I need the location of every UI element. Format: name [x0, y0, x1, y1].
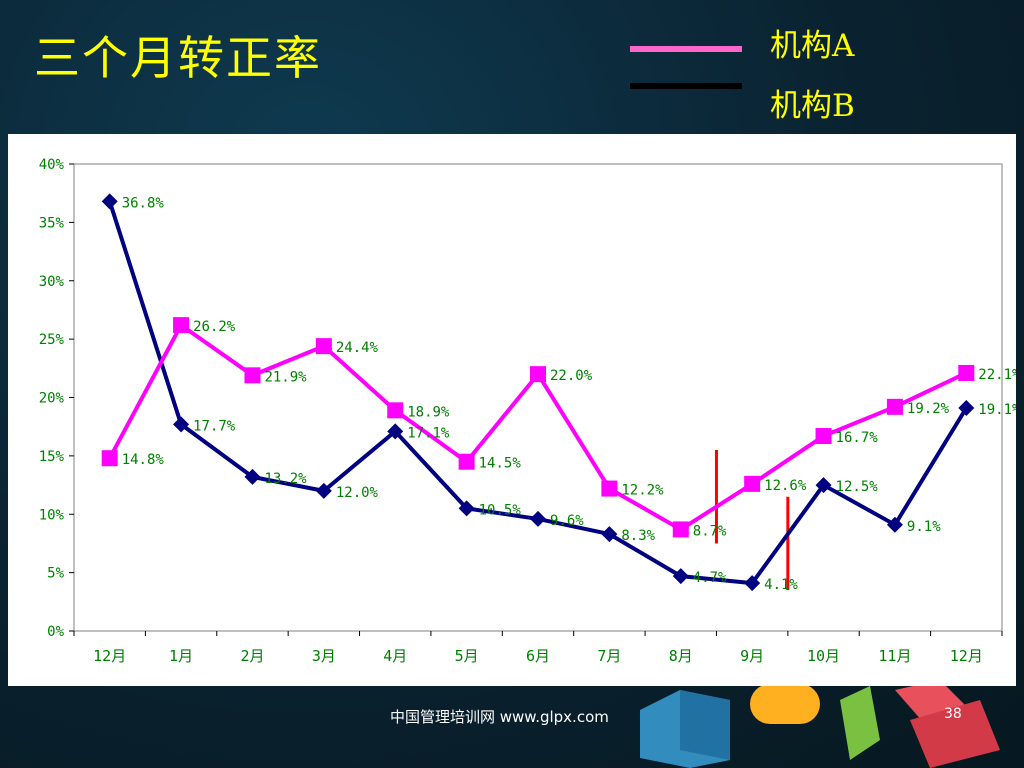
legend-swatch-b [630, 83, 742, 89]
data-label: 9.1% [907, 519, 941, 535]
y-tick-label: 0% [47, 624, 64, 640]
data-point [315, 482, 332, 499]
legend-label-b: 机构B [770, 88, 855, 124]
data-point [315, 338, 332, 355]
data-point [601, 480, 618, 497]
x-tick-label: 4月 [383, 647, 407, 665]
data-point [958, 400, 975, 417]
data-label: 19.1% [978, 402, 1016, 418]
y-tick-label: 40% [39, 157, 65, 173]
y-tick-label: 10% [39, 507, 65, 523]
data-label: 4.7% [693, 570, 727, 586]
y-tick-label: 20% [39, 391, 65, 407]
data-point [458, 453, 475, 470]
x-tick-label: 6月 [526, 647, 550, 665]
data-point [387, 402, 404, 419]
data-point [672, 521, 689, 538]
data-label: 22.0% [550, 368, 593, 384]
data-label: 14.5% [479, 456, 522, 472]
y-tick-label: 5% [47, 566, 64, 582]
y-tick-label: 30% [39, 274, 65, 290]
legend-label-a: 机构A [770, 28, 855, 64]
x-tick-label: 2月 [240, 647, 264, 665]
data-label: 8.7% [693, 523, 727, 539]
data-point [530, 510, 546, 527]
data-label: 4.1% [764, 577, 798, 593]
data-point [601, 526, 618, 543]
legend-swatch-a [630, 46, 742, 52]
x-tick-label: 7月 [597, 647, 621, 665]
x-tick-label: 9月 [740, 647, 764, 665]
data-point [744, 475, 761, 492]
data-label: 12.0% [336, 485, 379, 501]
chart-panel: 0% 5% 10% 15% 20% 25% 30% 35% 40% 12月 1月 2月 3月 4月 5月 6月… [8, 134, 1021, 686]
data-label: 10.5% [479, 502, 522, 518]
y-tick-label: 35% [39, 215, 65, 231]
data-point [244, 468, 261, 485]
data-point [387, 423, 404, 440]
x-tick-label: 10月 [807, 647, 840, 665]
data-label: 8.3% [621, 528, 655, 544]
data-label: 13.2% [264, 471, 307, 487]
data-label: 21.9% [264, 369, 307, 385]
data-label: 36.8% [122, 195, 165, 211]
data-point [815, 428, 832, 445]
x-tick-label: 3月 [312, 647, 336, 665]
data-point [244, 367, 261, 384]
data-label: 12.6% [764, 478, 807, 494]
y-tick-label: 15% [39, 449, 65, 465]
line-chart: 0% 5% 10% 15% 20% 25% 30% 35% 40% 12月 1月 2月 3月 4月 5月 6月… [39, 157, 1021, 665]
data-label: 12.2% [621, 483, 664, 499]
data-label: 26.2% [193, 319, 236, 335]
footer-text: 中国管理培训网 www.glpx.com [390, 708, 609, 726]
data-label: 9.6% [550, 513, 584, 529]
plot-frame [73, 163, 1003, 632]
data-point [101, 450, 118, 467]
data-point [744, 575, 761, 592]
data-label: 24.4% [336, 340, 379, 356]
page-number: 38 [944, 706, 962, 722]
data-label: 17.1% [407, 425, 450, 441]
x-tick-label: 11月 [878, 647, 911, 665]
series-line-机构A [107, 323, 968, 532]
data-point [886, 516, 903, 533]
x-tick-label: 5月 [455, 647, 479, 665]
data-label: 22.1% [978, 367, 1016, 383]
data-point [886, 398, 903, 415]
data-label: 17.7% [193, 418, 236, 434]
data-point [458, 500, 475, 517]
y-tick-label: 25% [39, 332, 65, 348]
data-point [530, 366, 546, 383]
data-label: 14.8% [122, 452, 165, 468]
x-tick-label: 1月 [169, 647, 193, 665]
x-tick-label: 12月 [950, 647, 983, 665]
data-label: 18.9% [407, 404, 450, 420]
data-point [815, 477, 832, 494]
data-point [173, 317, 190, 334]
data-point [672, 568, 689, 585]
x-tick-label: 12月 [93, 647, 126, 665]
data-point [101, 193, 118, 210]
slide-title: 三个月转正率 [34, 31, 322, 85]
data-label: 19.2% [907, 401, 950, 417]
x-tick-label: 8月 [669, 647, 693, 665]
data-point [173, 416, 190, 433]
decorative-blocks [640, 680, 1000, 768]
data-label: 12.5% [836, 479, 879, 495]
data-point [958, 364, 975, 381]
data-label: 16.7% [836, 430, 879, 446]
